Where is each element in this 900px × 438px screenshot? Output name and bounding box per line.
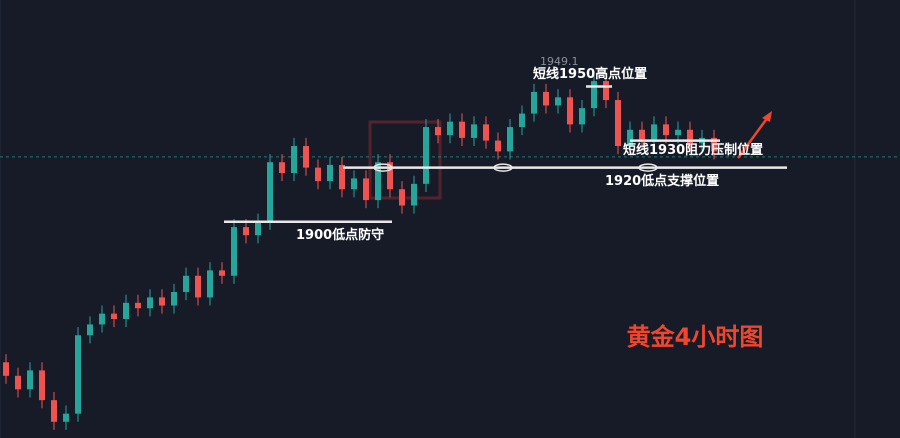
candle-body — [363, 178, 369, 201]
candle-body — [507, 127, 513, 152]
candle-body — [243, 227, 249, 236]
price-tag: 1949.1 — [540, 55, 579, 68]
candle-body — [651, 124, 657, 141]
touch-marker — [638, 163, 658, 172]
candle-body — [111, 313, 117, 320]
level-label: 短线1950高点位置 — [533, 66, 647, 82]
candle-body — [267, 162, 273, 222]
candle-body — [183, 275, 189, 292]
candle-body — [435, 127, 441, 136]
candle-body — [27, 370, 33, 390]
candle-body — [591, 81, 597, 109]
level-label: 1900低点防守 — [296, 227, 384, 243]
candle-body — [51, 400, 57, 422]
candle-body — [495, 140, 501, 152]
candle-body — [399, 189, 405, 206]
candle-body — [459, 121, 465, 138]
candle-body — [351, 178, 357, 190]
candle-body — [159, 297, 165, 306]
candle-body — [555, 97, 561, 106]
candle-body — [579, 108, 585, 125]
arrow-head — [762, 111, 772, 122]
candle-body — [195, 275, 201, 298]
candle-body — [3, 362, 9, 376]
candle-body — [135, 302, 141, 309]
candle-body — [87, 324, 93, 336]
candle-body — [627, 129, 633, 146]
level-label: 1920低点支撑位置 — [605, 173, 719, 189]
candle-body — [603, 81, 609, 101]
candle-body — [231, 227, 237, 276]
level-label: 短线1930阻力压制位置 — [623, 142, 763, 158]
candle-body — [255, 221, 261, 236]
candle-body — [375, 162, 381, 201]
candle-body — [471, 124, 477, 138]
candle-body — [687, 129, 693, 144]
candle-body — [675, 129, 681, 136]
candle-body — [315, 167, 321, 182]
candle-body — [543, 91, 549, 106]
candle-body — [411, 183, 417, 206]
candle-body — [171, 292, 177, 306]
arrow — [736, 116, 770, 159]
candle-body — [39, 370, 45, 401]
candle-body — [123, 302, 129, 320]
candle-body — [387, 162, 393, 190]
candle-body — [219, 270, 225, 276]
candle-body — [207, 270, 213, 298]
candle-body — [279, 162, 285, 174]
candle-body — [567, 97, 573, 125]
candle-body — [639, 129, 645, 141]
candle-body — [75, 335, 81, 414]
candle-body — [663, 124, 669, 136]
candle-body — [291, 146, 297, 174]
candle-body — [447, 121, 453, 136]
candle-body — [147, 297, 153, 309]
candle-body — [303, 146, 309, 168]
candle-body — [615, 100, 621, 146]
candle-body — [423, 127, 429, 184]
candle-body — [483, 124, 489, 141]
candle-body — [327, 164, 333, 182]
chart-title: 黄金4小时图 — [627, 323, 764, 351]
candle-body — [339, 164, 345, 190]
touch-marker — [493, 163, 513, 172]
touch-marker — [373, 163, 393, 172]
candle-body — [15, 375, 21, 390]
candle-body — [99, 313, 105, 325]
candle-body — [519, 113, 525, 128]
candle-body — [63, 413, 69, 422]
candle-body — [711, 137, 717, 152]
candle-body — [531, 91, 537, 114]
